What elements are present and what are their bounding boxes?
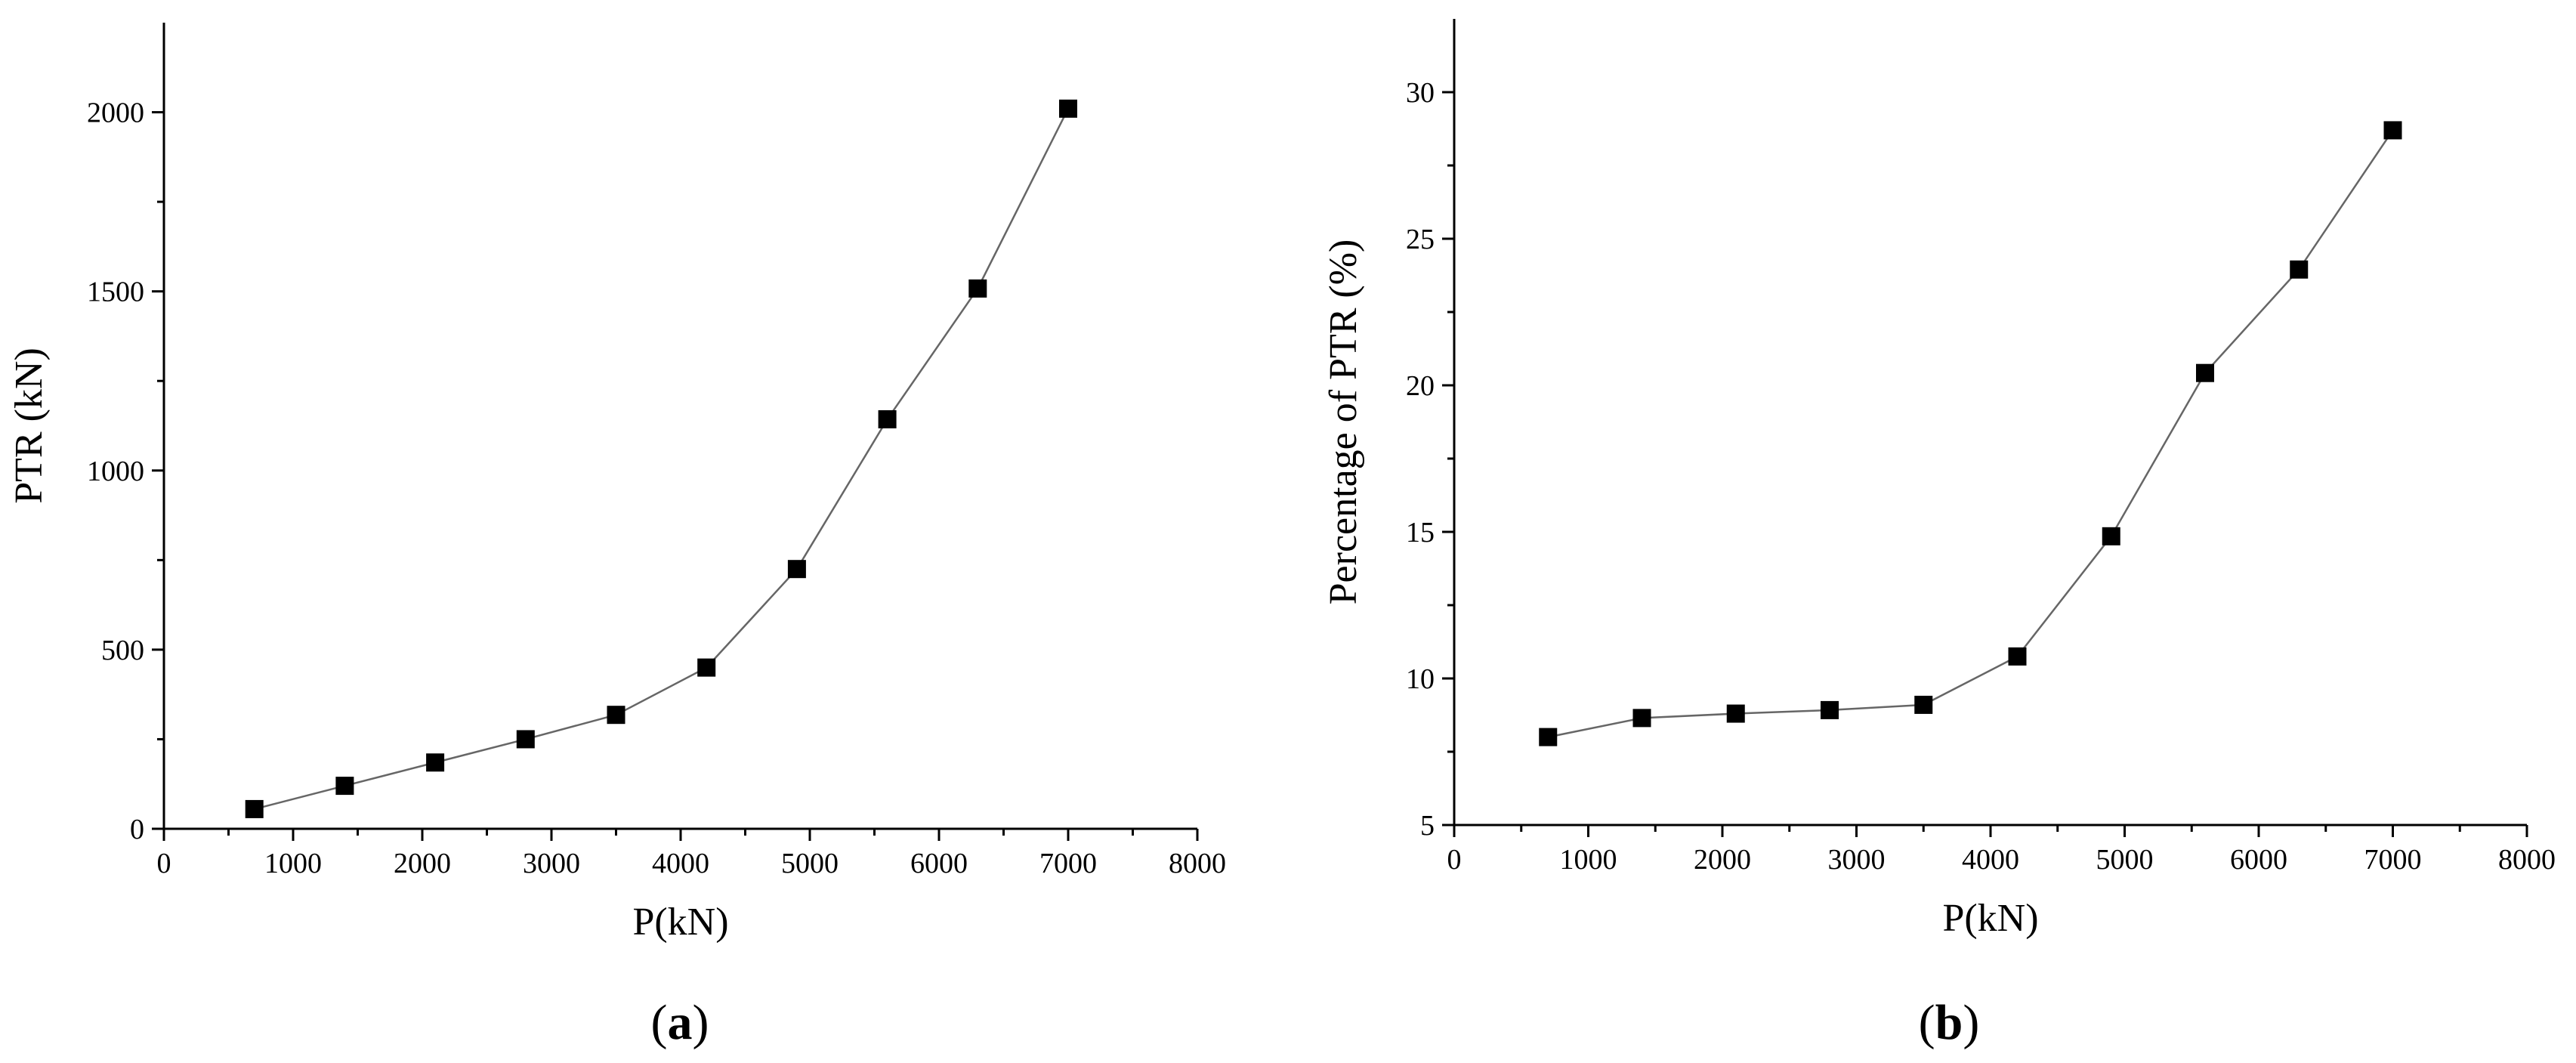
panel-a-data-point <box>335 777 354 796</box>
panel-a-y-tick-label: 1000 <box>87 456 144 487</box>
panel-b-label: (b) <box>1919 995 1980 1050</box>
panel-a-y-axis-label: PTR (kN) <box>8 348 51 504</box>
panel-b-x-tick-label: 1000 <box>1560 844 1617 876</box>
panel-b-y-tick-label: 10 <box>1406 663 1435 695</box>
panel-a-x-tick-label: 5000 <box>781 848 839 879</box>
panel-a-x-tick-label: 1000 <box>264 848 322 879</box>
panel-a-y-tick-label: 500 <box>101 635 144 666</box>
panel-b-y-tick-label: 15 <box>1406 517 1435 548</box>
panel-a-data-point <box>697 658 716 677</box>
panel-a-x-tick-label: 7000 <box>1039 848 1097 879</box>
panel-b-y-tick-label: 5 <box>1420 810 1435 842</box>
panel-b-x-tick-label: 5000 <box>2096 844 2154 876</box>
panel-a-x-tick-label: 2000 <box>394 848 451 879</box>
panel-b-data-point <box>2102 527 2120 545</box>
panel-a-data-point <box>968 279 987 298</box>
panel-a-data-point <box>607 706 625 725</box>
panel-b-data-point <box>1632 709 1651 728</box>
panel-b-x-axis-label: P(kN) <box>1942 897 2038 940</box>
panel-a-x-tick-label: 4000 <box>652 848 709 879</box>
panel-a-y-tick-label: 1500 <box>87 277 144 308</box>
panel-b-data-point <box>2290 260 2309 279</box>
panel-b-data-point <box>1539 728 1558 746</box>
panel-b-data-point <box>2383 121 2402 140</box>
panel-b-data-point <box>2196 363 2214 382</box>
panel-b-data-point <box>1914 695 1933 714</box>
panel-b-series-line <box>1548 129 2394 738</box>
panel-a-data-point <box>787 560 806 579</box>
panel-b-y-axis-label: Percentage of PTR (%) <box>1322 239 1365 605</box>
panel-b-x-tick-label: 8000 <box>2498 844 2556 876</box>
panel-a-x-tick-label: 3000 <box>523 848 580 879</box>
chart-panel-b: 0 1000 2000 3000 4000 5000 6000 7000 8000 5 10 15 20… <box>1322 19 2556 1050</box>
panel-a-x-tick-label: 6000 <box>910 848 968 879</box>
panel-a-data-point <box>245 799 264 818</box>
panel-b-x-tick-label: 4000 <box>1962 844 2019 876</box>
panel-b-y-tick-label: 30 <box>1406 77 1435 109</box>
panel-a-y-tick-label: 2000 <box>87 97 144 129</box>
panel-a-data-point <box>1059 99 1077 118</box>
panel-b-x-tick-label: 2000 <box>1694 844 1751 876</box>
panel-a-series-line <box>254 108 1070 811</box>
panel-a-data-point <box>878 409 897 428</box>
panel-b-data-point <box>2008 647 2027 666</box>
panel-b-data-point <box>1726 704 1745 723</box>
panel-b-x-tick-label: 0 <box>1447 844 1462 876</box>
panel-b-data-point <box>1821 700 1839 719</box>
panel-a-x-tick-label: 8000 <box>1169 848 1226 879</box>
panel-b-y-tick-label: 20 <box>1406 370 1435 402</box>
panel-a-label: (a) <box>651 995 709 1050</box>
panel-a-data-point <box>426 753 445 772</box>
panel-b-x-tick-label: 7000 <box>2364 844 2422 876</box>
panel-a-x-tick-label: 0 <box>157 848 171 879</box>
panel-a-y-tick-label: 0 <box>130 814 144 845</box>
panel-b-x-tick-label: 3000 <box>1828 844 1886 876</box>
panel-b-x-tick-label: 6000 <box>2230 844 2287 876</box>
panel-a-x-axis-label: P(kN) <box>632 901 728 944</box>
chart-panel-a: 0 1000 2000 3000 4000 5000 6000 7000 8000 0 500 100… <box>8 23 1226 1050</box>
panel-b-y-tick-label: 25 <box>1406 224 1435 255</box>
panel-a-data-point <box>516 730 535 749</box>
